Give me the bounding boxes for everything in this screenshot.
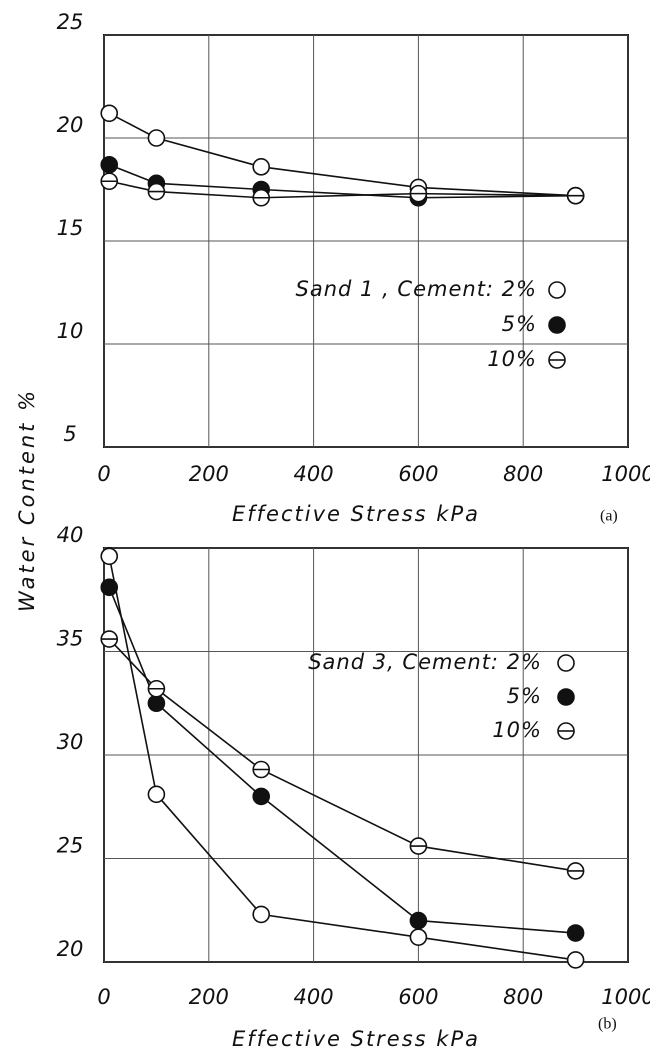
marker-circle xyxy=(548,281,566,299)
x-tick-label: 600 xyxy=(398,985,438,1009)
legend-label: 5% xyxy=(502,312,537,336)
caption: (a) xyxy=(600,508,618,525)
marker-circle xyxy=(566,951,585,969)
series-line xyxy=(109,180,576,199)
x-tick-label: 1000 xyxy=(601,462,650,486)
data-point xyxy=(252,760,271,779)
x-tick-label: 800 xyxy=(503,985,543,1009)
marker-circle xyxy=(100,155,119,174)
y-tick-label: 25 xyxy=(57,834,84,858)
data-point xyxy=(409,837,428,855)
data-point xyxy=(147,694,166,713)
x-tick-label: 600 xyxy=(398,462,438,486)
data-point xyxy=(566,186,585,205)
x-tick-label: 800 xyxy=(503,462,543,486)
data-point xyxy=(409,184,428,203)
marker-circle xyxy=(566,924,585,942)
marker-circle xyxy=(252,905,271,924)
y-tick-label: 20 xyxy=(57,113,84,137)
y-tick-label: 10 xyxy=(57,319,84,343)
series-line xyxy=(108,112,576,197)
legend-label: 10% xyxy=(492,718,542,742)
y-tick-label: 35 xyxy=(57,627,84,651)
legend-label: Sand 1 , Cement: 2% xyxy=(296,277,537,301)
data-point xyxy=(252,787,271,806)
x-axis-label: Effective Stress kPa xyxy=(232,502,480,526)
x-tick-label: 400 xyxy=(294,985,334,1009)
y-tick-label: 5 xyxy=(63,422,76,446)
data-point xyxy=(100,578,119,597)
data-point xyxy=(566,924,585,942)
y-axis-label: Water Content % xyxy=(15,388,39,612)
legend-label: Sand 3, Cement: 2% xyxy=(308,650,542,674)
marker-circle xyxy=(147,129,166,147)
legend-label: 5% xyxy=(507,684,542,708)
legend-marker xyxy=(557,654,575,672)
legend-label: 10% xyxy=(487,347,537,371)
data-point xyxy=(252,188,271,207)
y-tick-label: 15 xyxy=(57,216,84,240)
data-point xyxy=(566,862,585,880)
marker-circle xyxy=(252,158,271,176)
data-point xyxy=(100,104,119,123)
x-tick-label: 1000 xyxy=(601,985,650,1009)
x-axis-label: Effective Stress kPa xyxy=(232,1027,480,1051)
data-point xyxy=(147,679,166,698)
data-point xyxy=(147,182,166,201)
y-tick-label: 30 xyxy=(57,730,84,754)
marker-circle xyxy=(548,316,566,334)
data-point xyxy=(252,905,271,924)
x-tick-label: 0 xyxy=(97,985,110,1009)
data-point xyxy=(100,547,119,566)
legend-marker xyxy=(557,722,575,740)
data-point xyxy=(409,911,428,930)
series-line xyxy=(108,587,576,934)
legend-marker xyxy=(548,316,566,334)
data-point xyxy=(100,155,119,174)
legend-marker xyxy=(548,351,566,369)
marker-circle xyxy=(409,911,428,930)
data-point xyxy=(147,785,166,804)
marker-circle xyxy=(557,688,575,706)
data-point xyxy=(566,951,585,969)
marker-circle xyxy=(409,928,428,946)
y-tick-label: 25 xyxy=(57,10,84,34)
data-point xyxy=(147,129,166,147)
data-point xyxy=(100,172,119,191)
x-tick-label: 200 xyxy=(189,462,229,486)
marker-circle xyxy=(557,654,575,672)
marker-circle xyxy=(252,787,271,806)
marker-circle xyxy=(147,694,166,713)
marker-circle xyxy=(100,578,119,597)
x-tick-label: 400 xyxy=(294,462,334,486)
marker-circle xyxy=(100,104,119,123)
legend-marker xyxy=(548,281,566,299)
data-point xyxy=(100,630,119,648)
x-tick-label: 0 xyxy=(97,462,110,486)
marker-circle xyxy=(100,547,119,566)
legend-marker xyxy=(557,688,575,706)
y-tick-label: 40 xyxy=(57,523,84,547)
x-tick-label: 200 xyxy=(189,985,229,1009)
data-point xyxy=(252,158,271,176)
caption: (b) xyxy=(598,1016,617,1033)
y-tick-label: 20 xyxy=(57,937,84,961)
series-line xyxy=(108,556,576,961)
marker-circle xyxy=(147,785,166,804)
data-point xyxy=(409,928,428,946)
